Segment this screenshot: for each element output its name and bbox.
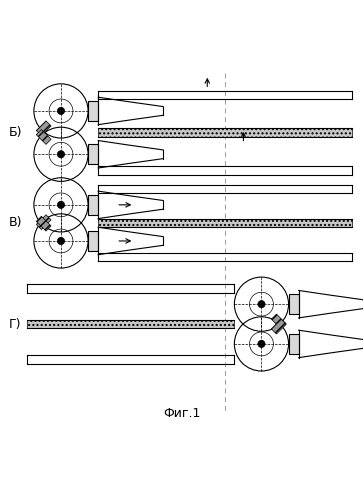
Bar (88, 144, 98, 164)
Polygon shape (36, 130, 51, 144)
Circle shape (58, 150, 64, 158)
Circle shape (58, 108, 64, 114)
Circle shape (58, 201, 64, 208)
Polygon shape (36, 121, 51, 136)
Polygon shape (272, 319, 286, 334)
Circle shape (258, 340, 265, 347)
Text: Б): Б) (9, 126, 22, 139)
Bar (98, 128, 352, 137)
Bar (88, 231, 98, 251)
Polygon shape (272, 314, 286, 329)
Polygon shape (36, 216, 51, 231)
Circle shape (258, 300, 265, 308)
Bar (289, 294, 299, 314)
Bar (88, 101, 98, 121)
Text: Г): Г) (9, 318, 21, 330)
Circle shape (58, 238, 64, 244)
Bar (289, 334, 299, 354)
Text: Фиг.1: Фиг.1 (163, 407, 201, 420)
Bar (88, 195, 98, 215)
Text: В): В) (9, 216, 22, 230)
Bar (98, 218, 352, 227)
Bar (27, 320, 234, 328)
Polygon shape (36, 214, 51, 230)
